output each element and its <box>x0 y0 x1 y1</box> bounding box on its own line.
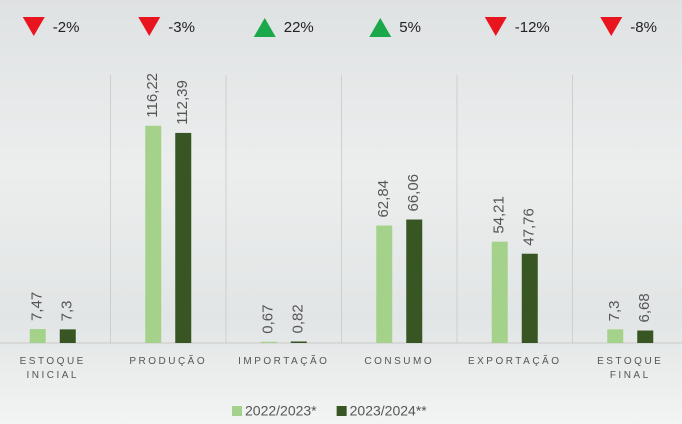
change-label: -8% <box>630 19 657 36</box>
up-arrow <box>253 18 276 37</box>
x-tick-label: EXPORTAÇÃO <box>467 356 562 367</box>
value-label: 7,47 <box>29 292 46 321</box>
value-label: 66,06 <box>405 174 422 212</box>
x-tick-label: IMPORTAÇÃO <box>238 356 330 367</box>
value-label: 7,3 <box>606 300 623 321</box>
down-arrow <box>138 17 161 36</box>
bar <box>29 329 46 343</box>
value-label: 62,84 <box>375 180 392 218</box>
legend-label: 2023/2024** <box>350 403 428 419</box>
down-arrow <box>600 17 623 36</box>
change-label: -3% <box>168 19 195 36</box>
x-tick-label: ESTOQUE INICIAL <box>19 356 86 381</box>
bar <box>376 225 393 343</box>
bar <box>637 330 654 343</box>
x-tick-label: ESTOQUE FINAL <box>597 356 664 381</box>
legend-swatch <box>232 406 242 416</box>
bar <box>406 219 423 343</box>
x-tick-label: PRODUÇÃO <box>129 356 208 367</box>
legend-swatch <box>336 406 347 416</box>
change-label: 22% <box>284 19 314 36</box>
change-label: -2% <box>53 19 80 36</box>
bar <box>59 329 76 343</box>
bar <box>145 125 162 344</box>
x-tick-label: CONSUMO <box>364 356 435 367</box>
value-label: 116,22 <box>144 73 161 118</box>
value-label: 7,3 <box>59 300 76 321</box>
up-arrow <box>369 18 392 37</box>
down-arrow <box>22 17 45 36</box>
value-label: 112,39 <box>174 80 191 125</box>
value-label: 54,21 <box>491 196 508 234</box>
bar <box>607 329 624 343</box>
bar <box>290 341 307 343</box>
legend-label: 2022/2023* <box>245 403 317 419</box>
change-label: -12% <box>515 19 550 36</box>
bar <box>260 341 277 343</box>
value-label: 0,67 <box>260 305 277 334</box>
bar <box>491 241 508 343</box>
bar <box>521 253 538 343</box>
down-arrow <box>484 17 507 36</box>
value-label: 6,68 <box>636 293 653 322</box>
change-label: 5% <box>399 19 421 36</box>
value-label: 0,82 <box>290 304 307 333</box>
bar <box>175 132 192 343</box>
value-label: 47,76 <box>521 208 538 246</box>
